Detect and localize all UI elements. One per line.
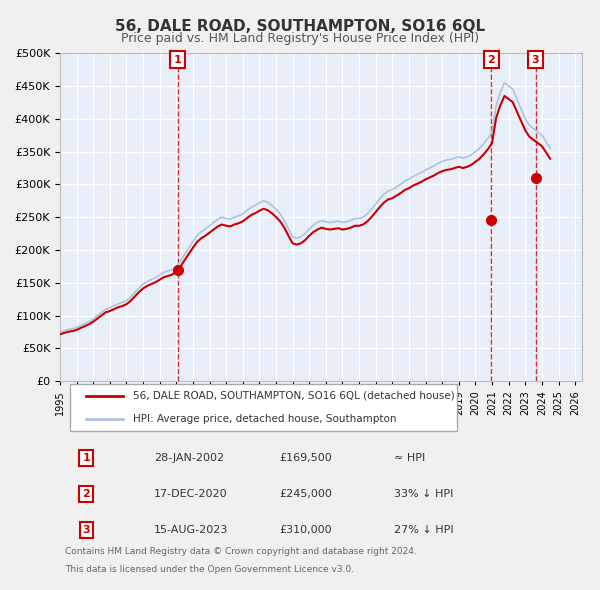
Text: Price paid vs. HM Land Registry's House Price Index (HPI): Price paid vs. HM Land Registry's House … (121, 32, 479, 45)
Text: 33% ↓ HPI: 33% ↓ HPI (394, 489, 454, 499)
Text: £245,000: £245,000 (279, 489, 332, 499)
Text: ≈ HPI: ≈ HPI (394, 453, 425, 463)
Text: 28-JAN-2002: 28-JAN-2002 (154, 453, 224, 463)
Text: This data is licensed under the Open Government Licence v3.0.: This data is licensed under the Open Gov… (65, 565, 355, 574)
Text: 2: 2 (82, 489, 90, 499)
Text: 56, DALE ROAD, SOUTHAMPTON, SO16 6QL: 56, DALE ROAD, SOUTHAMPTON, SO16 6QL (115, 19, 485, 34)
Text: Contains HM Land Registry data © Crown copyright and database right 2024.: Contains HM Land Registry data © Crown c… (65, 548, 417, 556)
Text: £310,000: £310,000 (279, 525, 332, 535)
Text: £169,500: £169,500 (279, 453, 332, 463)
Text: 1: 1 (173, 55, 181, 65)
Text: 17-DEC-2020: 17-DEC-2020 (154, 489, 227, 499)
Text: 3: 3 (82, 525, 90, 535)
Text: 3: 3 (532, 55, 539, 65)
Text: 15-AUG-2023: 15-AUG-2023 (154, 525, 229, 535)
Text: 27% ↓ HPI: 27% ↓ HPI (394, 525, 454, 535)
Text: 1: 1 (82, 453, 90, 463)
Text: HPI: Average price, detached house, Southampton: HPI: Average price, detached house, Sout… (133, 414, 397, 424)
Text: 2: 2 (488, 55, 495, 65)
FancyBboxPatch shape (70, 384, 457, 431)
Text: 56, DALE ROAD, SOUTHAMPTON, SO16 6QL (detached house): 56, DALE ROAD, SOUTHAMPTON, SO16 6QL (de… (133, 391, 455, 401)
